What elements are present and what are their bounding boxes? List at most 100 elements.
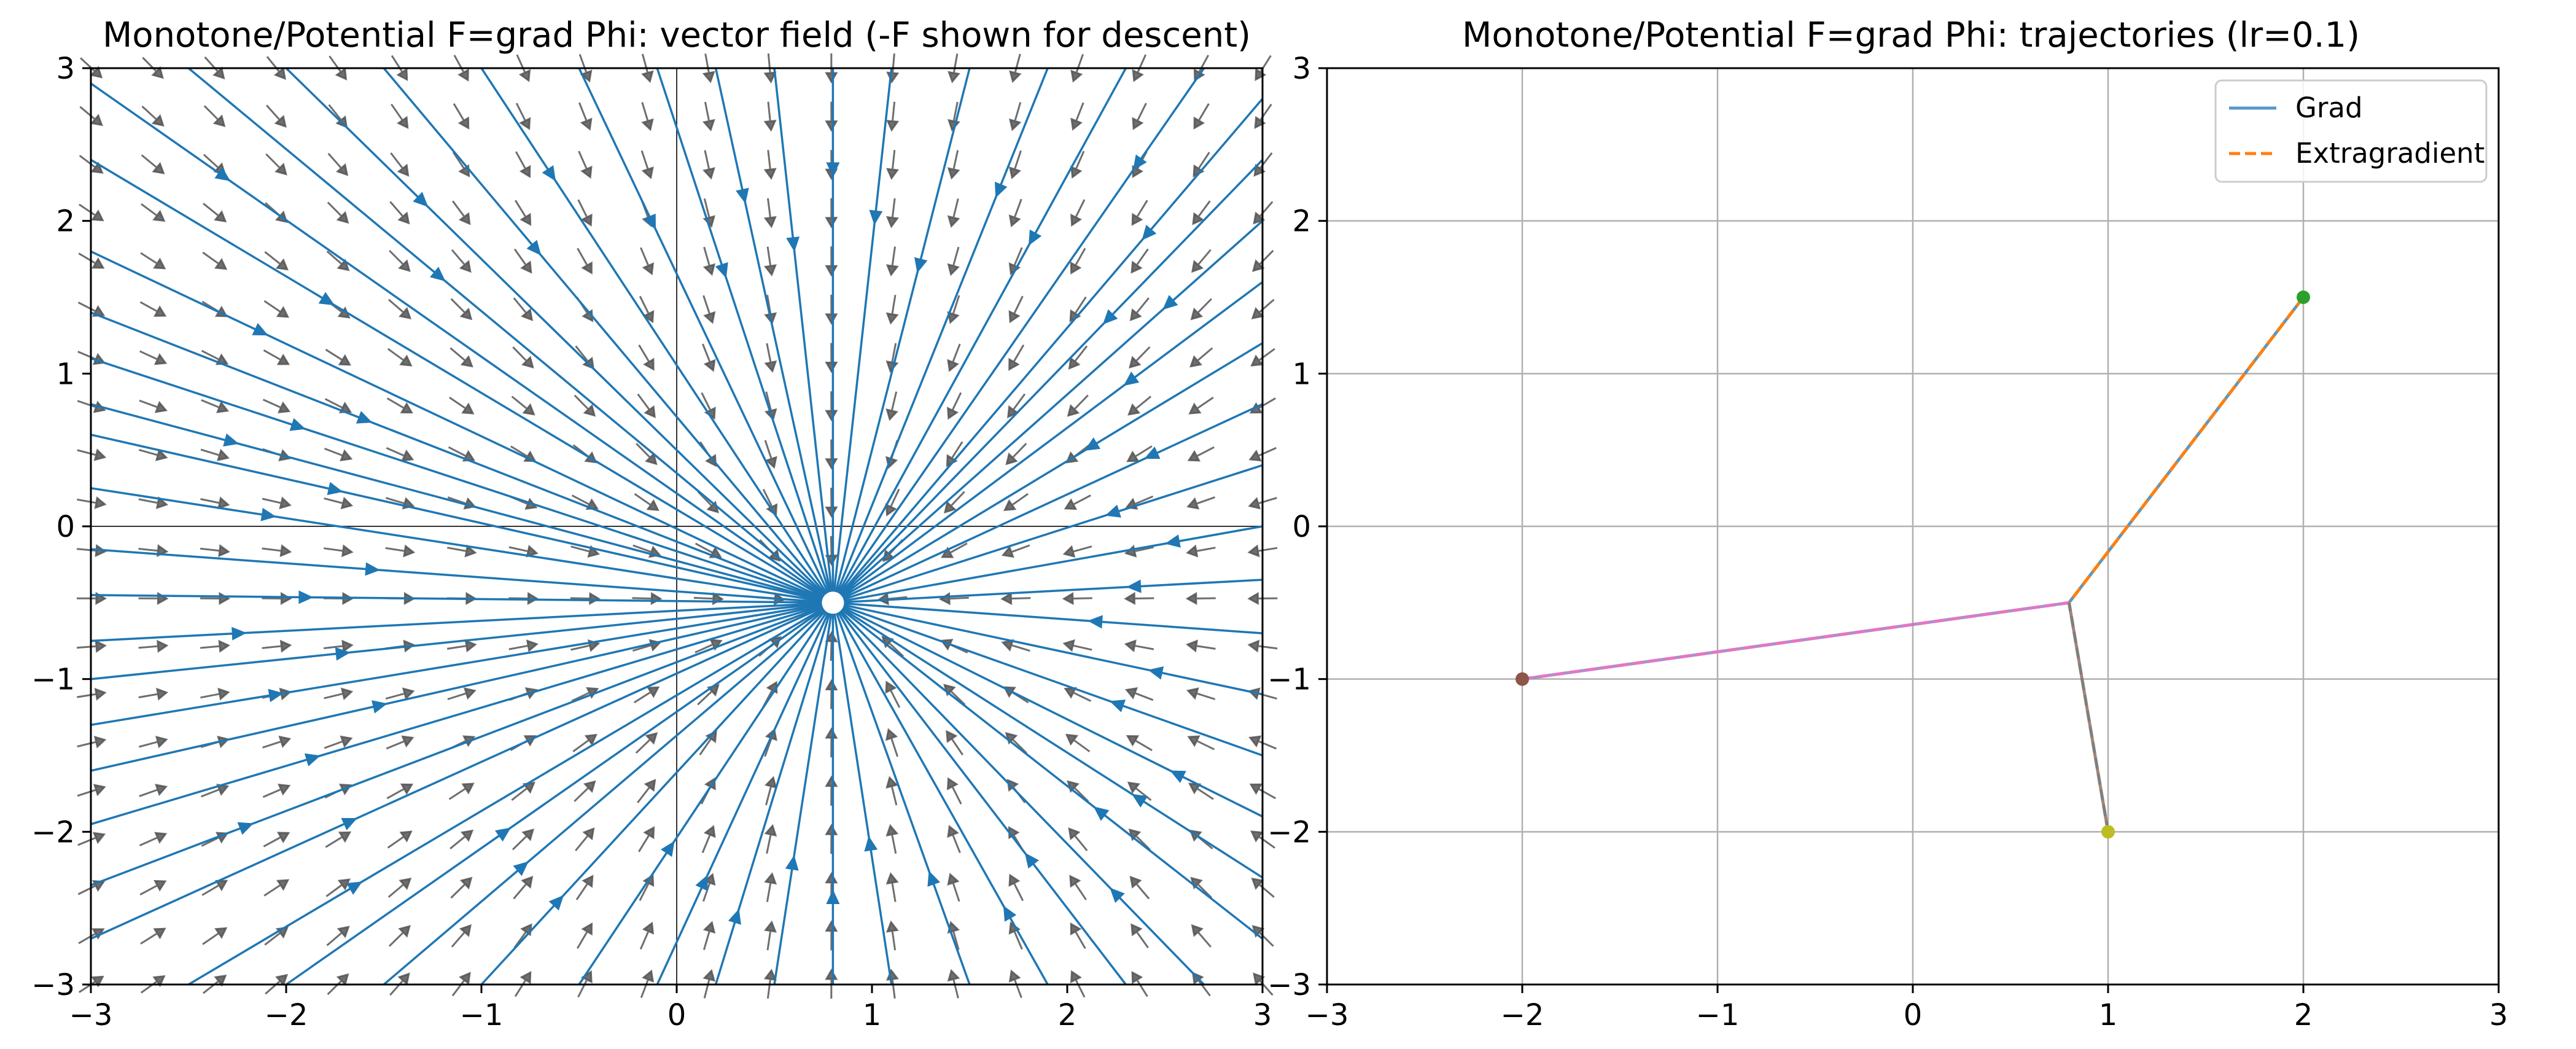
quiver-arrow [203,105,226,128]
streamline [90,158,824,598]
streamline [90,487,822,602]
streamline-arrowhead [1142,225,1157,241]
streamline [187,67,825,597]
streamline-arrowhead [327,482,343,496]
quiver-arrow [763,969,777,999]
quiver-arrow [262,591,292,606]
quiver-arrow [325,878,351,897]
trajectories-panel: Monotone/Potential F=grad Phi: trajector… [1267,15,2508,1032]
streamline [840,220,1264,596]
quiver-arrow [886,101,900,132]
quiver-arrow [200,639,230,653]
streamline-arrowhead [430,267,446,282]
trajectories-title: Monotone/Potential F=grad Phi: trajector… [1462,15,2360,55]
streamline [285,608,825,986]
quiver-arrow [885,920,899,951]
quiver-arrow [1247,544,1278,558]
streamline [843,525,1263,602]
quiver-arrow [1189,347,1213,368]
quiver-arrow [697,491,720,513]
streamline-arrowhead [365,562,381,576]
quiver-arrow [451,972,471,997]
quiver-arrow [140,252,166,270]
quiver-arrow [1070,922,1086,950]
quiver-arrow [327,201,349,224]
quiver-arrow [139,784,168,797]
streamline-arrowhead [372,700,387,714]
streamline [839,609,1205,986]
quiver-arrow [138,735,168,749]
quiver-arrow [638,344,655,371]
quiver-arrow [138,496,169,509]
quiver-arrow [389,972,410,996]
quiver-arrow [885,246,899,277]
right-y-tick-label: −3 [1267,968,1311,1002]
quiver-arrow [635,732,658,754]
streamline-arrowhead [1133,154,1147,171]
streamline-arrowhead [643,213,656,230]
quiver-arrow [385,687,415,700]
quiver-arrow [324,687,354,701]
right-y-tick-label: −2 [1267,815,1311,849]
left-y-tick-label: 1 [56,357,75,391]
quiver-arrow [1008,295,1024,324]
streamline [839,158,1264,596]
quiver-arrow [1190,298,1212,321]
streamline-arrowhead [995,181,1008,198]
quiver-arrow [765,776,777,806]
quiver-arrow [762,488,778,517]
quiver-arrow [265,104,287,128]
left-y-tick-label: 0 [56,510,75,544]
quiver-arrow [200,544,230,558]
streamline [90,311,823,600]
quiver-arrow [640,969,654,999]
quiver-arrow [763,150,777,181]
vector-field-plot-area [76,53,1278,999]
streamline [188,607,824,986]
quiver-arrow [639,873,655,901]
right-x-tick-label: −1 [1696,998,1740,1032]
quiver-arrow [639,921,655,950]
left-x-tick-label: 0 [667,998,687,1032]
quiver-arrow [637,779,656,803]
streamline [90,606,823,940]
quiver-arrow [947,150,960,180]
quiver-arrow [1187,735,1215,751]
quiver-arrow [577,199,593,227]
streamline [838,68,1205,595]
quiver-arrow [452,152,470,177]
quiver-arrow [263,300,289,318]
quiver-arrow [265,973,289,995]
quiver-arrow [139,350,168,365]
quiver-arrow [1250,348,1275,367]
quiver-arrow [79,106,103,127]
quiver-arrow [825,246,838,277]
streamline [90,250,823,599]
quiver-arrow [508,545,539,558]
streamline [656,612,830,985]
quiver-arrow [512,829,535,851]
quiver-arrow [141,154,165,174]
quiver-arrow [825,775,838,806]
left-y-tick-label: −3 [31,968,75,1002]
quiver-arrow [1124,687,1154,701]
quiver-arrow [885,776,898,806]
quiver-arrow [1067,780,1089,802]
quiver-arrow [325,348,351,366]
quiver-arrow [386,397,413,414]
quiver-arrow [266,56,286,80]
quiver-arrow [1070,102,1084,131]
streamline [835,612,971,985]
quiver-arrow [1128,828,1151,851]
streamline-arrowhead [1132,794,1148,808]
quiver-arrow [510,445,537,462]
quiver-arrow [885,150,900,180]
quiver-arrow [449,829,474,849]
right-y-tick-label: 1 [1292,357,1311,391]
quiver-arrow [1005,443,1027,466]
streamline [383,67,827,595]
quiver-arrow [1008,198,1022,228]
quiver-arrow [329,55,348,81]
quiver-arrow [578,102,593,131]
quiver-arrow [1248,447,1277,462]
